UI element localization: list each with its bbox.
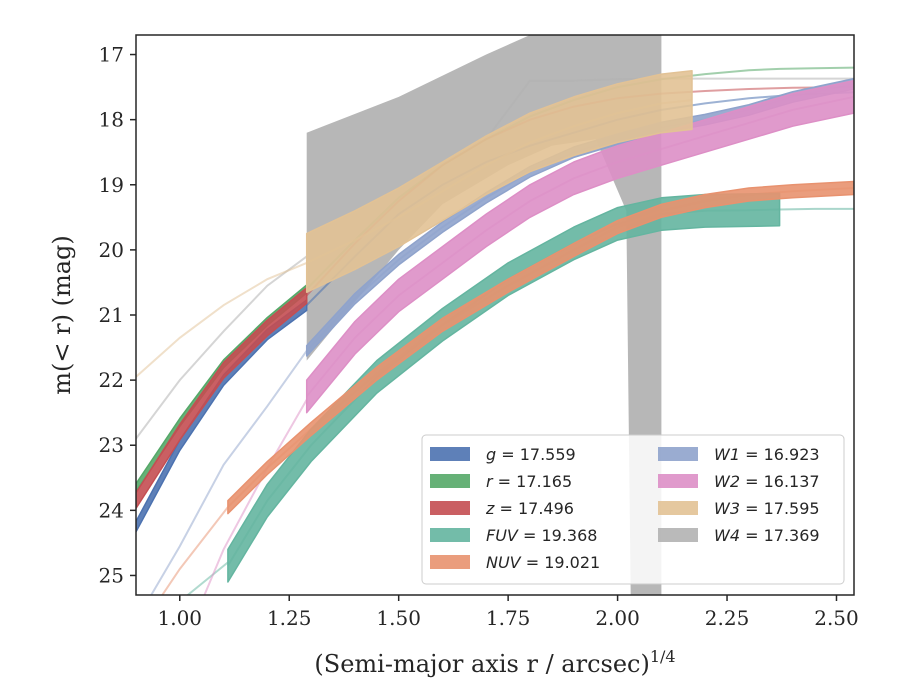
y-tick-label: 19 [99, 173, 124, 197]
legend-variable-r: r [486, 472, 494, 491]
x-tick-label: 1.50 [376, 606, 421, 630]
x-tick-label: 2.50 [814, 606, 859, 630]
legend-variable-w3: W3 [714, 499, 740, 518]
series-w2-band [305, 79, 854, 414]
y-tick-label: 25 [99, 563, 124, 587]
legend-value-r: = 17.165 [493, 472, 573, 491]
legend-variable-w1: W1 [714, 445, 740, 464]
series-z-band [136, 286, 308, 510]
legend-variable-w4: W4 [714, 526, 740, 545]
legend-swatch-w3 [658, 501, 698, 515]
series-layer [136, 35, 854, 595]
y-tick-label: 22 [99, 368, 124, 392]
legend-swatch-w4 [658, 528, 698, 542]
legend-label-nuv: NUV = 19.021 [486, 553, 600, 572]
series-nuv-band [227, 180, 854, 515]
legend-variable-fuv: FUV [486, 526, 519, 545]
legend-label-z: z = 17.496 [485, 499, 574, 518]
x-tick-label: 2.25 [705, 606, 750, 630]
series-w1-extrapolation [150, 350, 308, 595]
series-w4-band [306, 35, 662, 595]
legend-swatch-w1 [658, 447, 698, 461]
legend-value-nuv: = 19.021 [521, 553, 601, 572]
legend-swatch-g [430, 447, 470, 461]
legend-label-w3: W3 = 17.595 [714, 499, 820, 518]
legend-value-fuv: = 19.368 [518, 526, 598, 545]
legend-label-w2: W2 = 16.137 [714, 472, 820, 491]
legend-swatch-z [430, 501, 470, 515]
legend-value-w3: = 17.595 [740, 499, 820, 518]
series-w3-extrapolation [136, 261, 308, 378]
legend-swatch-nuv [430, 555, 470, 569]
legend-value-w2: = 16.137 [740, 472, 820, 491]
series-w3-band [305, 70, 693, 293]
x-tick-label: 2.00 [595, 606, 640, 630]
series-w2-extrapolation [203, 399, 308, 595]
legend-swatch-w2 [658, 474, 698, 488]
y-tick-label: 20 [99, 238, 124, 262]
legend-swatch-r [430, 474, 470, 488]
legend-value-z: = 17.496 [494, 499, 574, 518]
legend-variable-z: z [485, 499, 495, 518]
tick-layer: 1.00 1.25 1.50 1.75 2.00 2.25 2.50 17 18 19 20 21 22… [99, 43, 859, 630]
legend-variable-w2: W2 [714, 472, 740, 491]
legend-swatch-fuv [430, 528, 470, 542]
legend-label-w1: W1 = 16.923 [714, 445, 820, 464]
y-tick-label: 24 [99, 498, 124, 522]
y-axis-title: m(< r) (mag) [48, 235, 76, 394]
series-fuv-band [227, 192, 781, 583]
y-tick-label: 23 [99, 433, 124, 457]
series-nuv-extrapolation [161, 506, 229, 595]
x-axis-title: (Semi-major axis r / arcsec)1/4 [314, 647, 675, 678]
legend-label-fuv: FUV = 19.368 [486, 526, 597, 545]
legend-label-g: g = 17.559 [486, 445, 576, 464]
x-tick-label: 1.00 [158, 606, 203, 630]
legend-value-w4: = 17.369 [740, 526, 820, 545]
legend-value-w1: = 16.923 [740, 445, 820, 464]
legend-label-r: r = 17.165 [486, 472, 572, 491]
y-tick-label: 17 [99, 43, 124, 67]
x-tick-label: 1.25 [267, 606, 312, 630]
legend-box [421, 434, 845, 585]
legend-value-g: = 17.559 [496, 445, 576, 464]
x-tick-label: 1.75 [486, 606, 531, 630]
legend-label-w4: W4 = 17.369 [714, 526, 820, 545]
legend-variable-nuv: NUV [486, 553, 522, 572]
y-tick-label: 21 [99, 303, 124, 327]
legend-variable-g: g [486, 445, 496, 464]
y-tick-label: 18 [99, 108, 124, 132]
